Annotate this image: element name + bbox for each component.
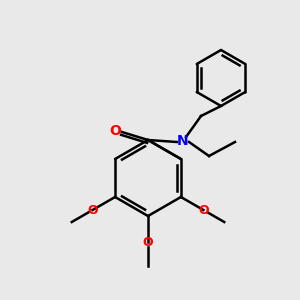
Text: O: O	[109, 124, 121, 138]
Text: O: O	[87, 203, 98, 217]
Text: O: O	[198, 203, 209, 217]
Text: N: N	[177, 134, 189, 148]
Text: O: O	[143, 236, 153, 248]
